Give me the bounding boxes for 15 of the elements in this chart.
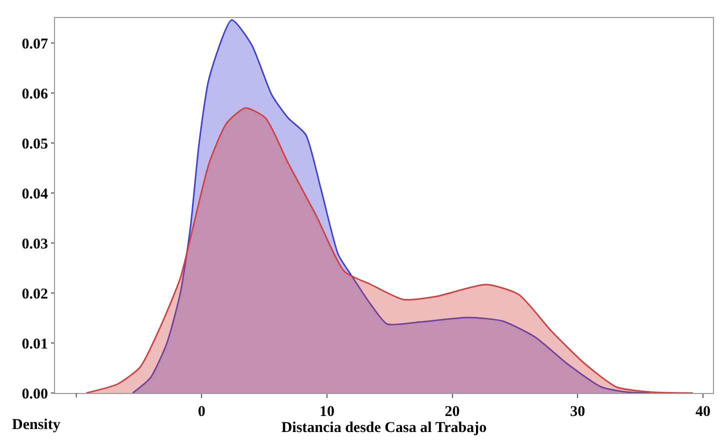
x-tick-label: 20 — [444, 404, 460, 420]
y-tick-label: 0.07 — [22, 36, 48, 52]
y-tick-label: 0.03 — [22, 236, 48, 252]
text: 0.00 — [22, 386, 48, 402]
y-tick-label: 0.02 — [22, 286, 48, 302]
x-tick-label: 0 — [198, 404, 206, 420]
y-axis-title: Density — [12, 417, 61, 433]
x-axis-title: Distancia desde Casa al Trabajo — [281, 420, 487, 436]
y-tick-label: 0.01 — [22, 336, 48, 352]
y-tick-label: 0.05 — [22, 136, 48, 152]
y-tick-label: 0.06 — [22, 86, 48, 102]
x-tick-label: 10 — [319, 404, 334, 420]
x-tick-label: 30 — [570, 404, 586, 420]
x-tick-label: 40 — [695, 404, 710, 420]
y-tick-label: 0.04 — [22, 186, 48, 202]
